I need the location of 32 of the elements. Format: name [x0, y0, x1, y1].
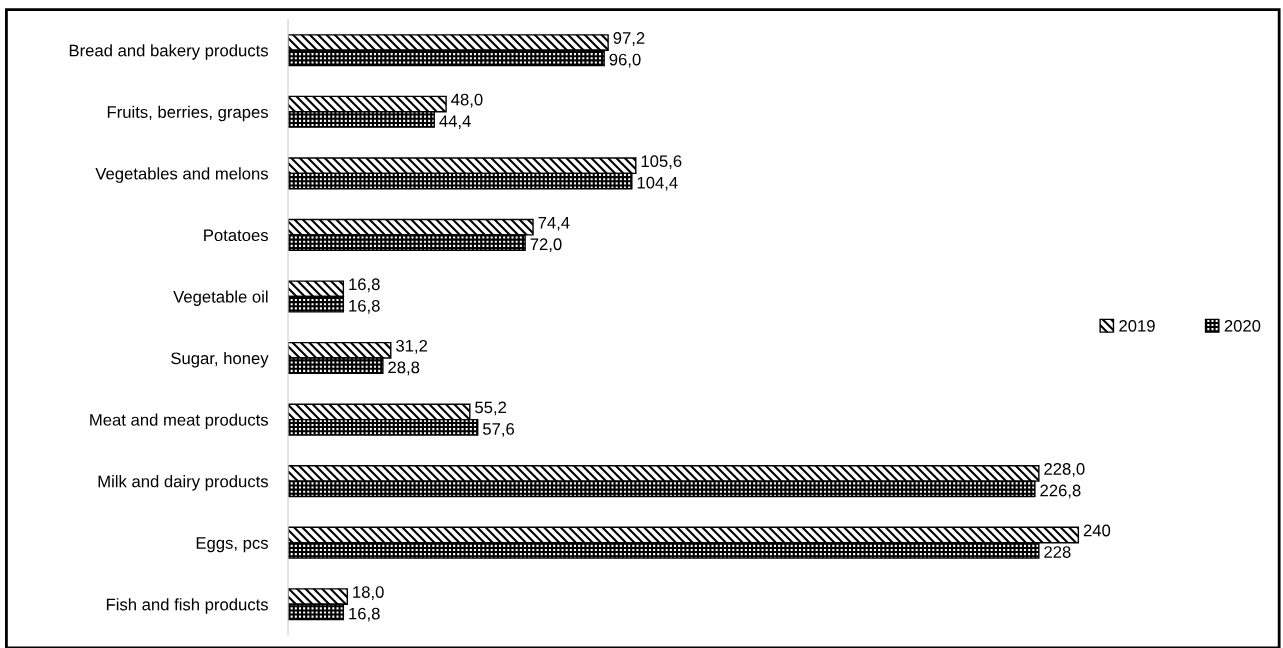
y-tick-label: Vegetable oil	[173, 290, 268, 306]
y-tick-label: Bread and bakery products	[69, 44, 268, 60]
data-label: 74,4	[538, 216, 570, 231]
data-label: 48,0	[451, 93, 483, 108]
y-tick-label: Vegetables and melons	[95, 167, 268, 183]
data-label: 97,2	[613, 32, 645, 46]
data-label: 240	[1083, 524, 1111, 537]
data-label: 31,2	[396, 339, 428, 354]
data-label: 72,0	[530, 238, 562, 253]
y-tick-label: Milk and dairy products	[98, 475, 268, 491]
data-label: 226,8	[1040, 484, 1081, 499]
data-label: 105,6	[641, 155, 682, 170]
data-label: 228,0	[1044, 463, 1085, 477]
y-tick-label: Eggs, pcs	[196, 537, 268, 553]
legend-label: 2019	[1119, 319, 1155, 332]
y-tick-label: Sugar, honey	[171, 351, 269, 368]
legend-label: 2020	[1224, 319, 1261, 332]
data-label: 96,0	[609, 53, 641, 68]
data-label: 18,0	[353, 586, 384, 600]
data-label: 104,4	[637, 176, 678, 191]
data-label: 57,6	[483, 423, 515, 437]
y-tick-label: Meat and meat products	[90, 413, 268, 430]
data-label: 44,4	[439, 115, 471, 129]
data-label: 16,8	[349, 299, 380, 314]
data-label: 228	[1044, 546, 1071, 558]
data-label: 16,8	[349, 278, 380, 293]
y-tick-label: Potatoes	[204, 229, 268, 242]
data-label: 55,2	[475, 401, 507, 416]
data-label: 16,8	[349, 607, 380, 622]
y-tick-label: Fruits, berries, grapes	[107, 105, 268, 122]
y-tick-label: Fish and fish products	[106, 598, 268, 614]
data-label: 28,8	[388, 361, 420, 376]
